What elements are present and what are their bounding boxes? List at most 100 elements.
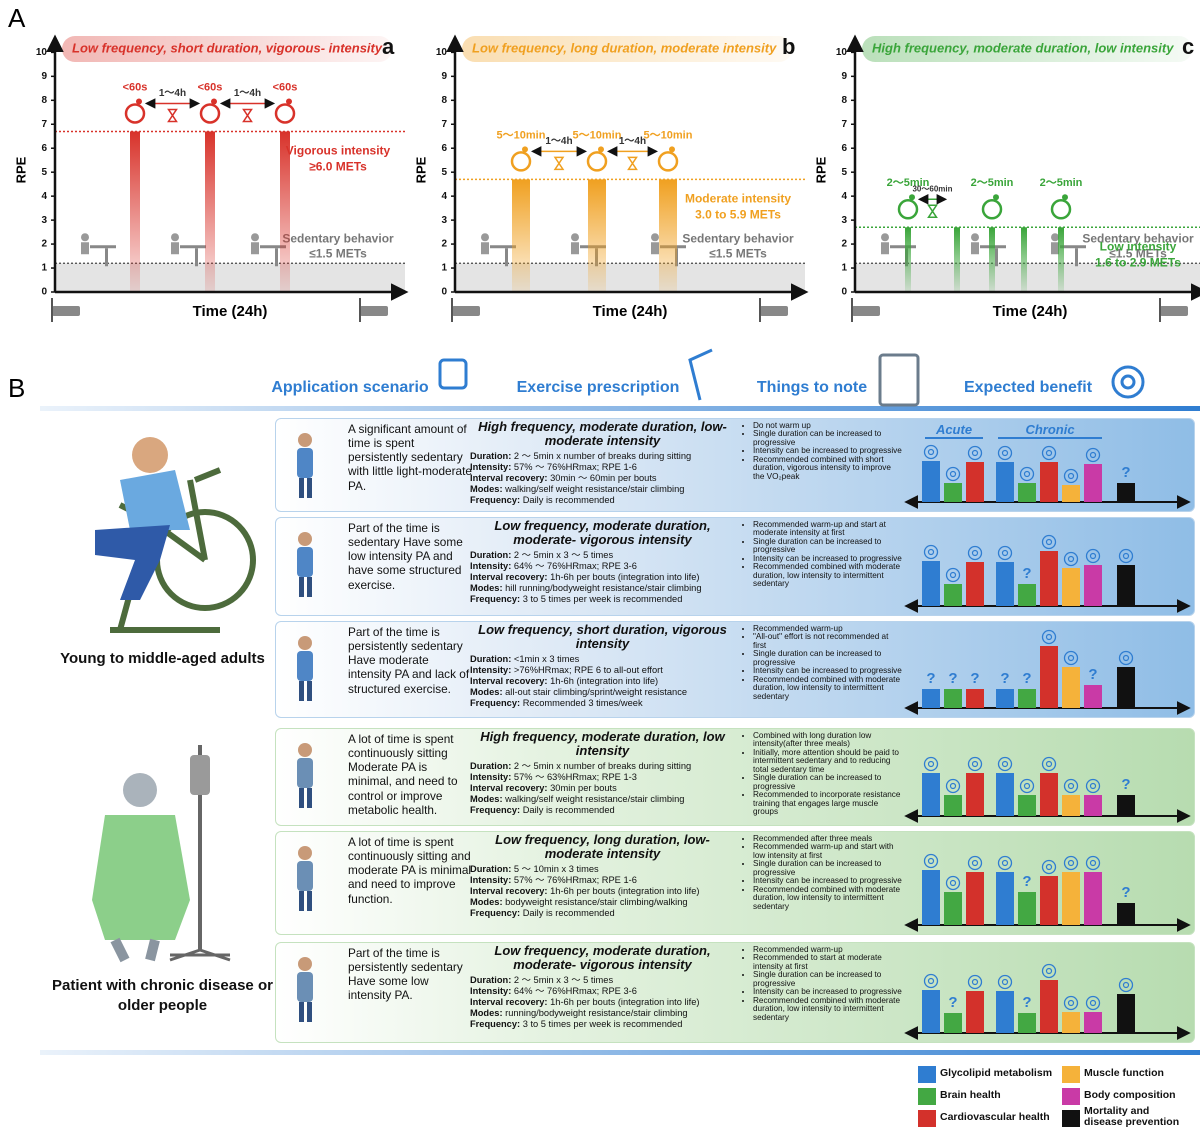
note-item: Do not warm up bbox=[753, 421, 902, 430]
detail-text: 30min per bouts bbox=[550, 782, 617, 793]
y-axis-label: RPE bbox=[813, 156, 828, 183]
detail-label: Interval recovery: bbox=[470, 675, 548, 686]
y-tick-label: 8 bbox=[841, 95, 847, 106]
benefit-unknown: ? bbox=[1022, 565, 1031, 582]
benefit-target bbox=[927, 760, 935, 768]
benefit-bar bbox=[1117, 565, 1135, 606]
bed-icon bbox=[760, 306, 788, 316]
person-icon bbox=[881, 233, 889, 242]
y-tick-label: 0 bbox=[441, 287, 447, 298]
hourglass-icon bbox=[553, 156, 565, 171]
row-person-icon bbox=[299, 478, 304, 498]
detail-label: Interval recovery: bbox=[470, 996, 548, 1007]
detail-label: Duration: bbox=[470, 761, 512, 771]
detail-label: Duration: bbox=[470, 550, 512, 560]
benefit-target bbox=[949, 879, 957, 887]
y-tick-label: 1 bbox=[441, 263, 447, 274]
activity-icon bbox=[510, 151, 532, 172]
benefit-unknown: ? bbox=[1000, 670, 1009, 687]
detail-line: Duration: <1min x 3 times bbox=[470, 654, 687, 665]
detail-label: Frequency: bbox=[470, 1018, 521, 1029]
detail-label: Frequency: bbox=[470, 593, 521, 604]
intensity-mets: ≥6.0 METs bbox=[309, 160, 367, 174]
benefit-bar bbox=[996, 562, 1014, 606]
cyclist-figure bbox=[95, 437, 190, 600]
benefit-unknown: ? bbox=[948, 670, 957, 687]
benefit-bar bbox=[1117, 903, 1135, 925]
note-item: Recommended warm-up and start with low i… bbox=[753, 843, 902, 860]
detail-text: <1min x 3 times bbox=[513, 654, 580, 664]
detail-text: 1h-6h per bouts (integration into life) bbox=[550, 571, 700, 582]
benefit-bar bbox=[922, 870, 940, 925]
benefit-target bbox=[971, 978, 979, 986]
y-tick-label: 10 bbox=[436, 47, 448, 58]
benefit-unknown: ? bbox=[1121, 464, 1130, 481]
y-tick-label: 6 bbox=[841, 143, 847, 154]
row-person-icon bbox=[298, 743, 312, 757]
title-pill bbox=[62, 36, 392, 62]
y-tick-label: 1 bbox=[841, 263, 847, 274]
activity-icon bbox=[124, 103, 146, 124]
benefit-bar bbox=[944, 584, 962, 606]
person-icon bbox=[651, 233, 659, 242]
activity-bar bbox=[954, 227, 960, 292]
activity-bar bbox=[130, 131, 140, 292]
benefit-target bbox=[1019, 466, 1035, 482]
benefit-target bbox=[1023, 782, 1031, 790]
benefit-bar bbox=[944, 689, 962, 708]
chart-letter: b bbox=[782, 34, 795, 59]
notes: Recommended warm-up"All-out" effort is n… bbox=[744, 624, 902, 701]
y-axis-label: RPE bbox=[13, 156, 28, 183]
notes: Combined with long duration low intensit… bbox=[744, 731, 902, 816]
scenario-text: Part of the time is persistently sedenta… bbox=[348, 946, 463, 1003]
benefit-target bbox=[1067, 654, 1075, 662]
y-tick-label: 10 bbox=[836, 47, 848, 58]
detail-line: Modes: hill running/bodyweight resistanc… bbox=[470, 583, 702, 594]
detail-text: 64% ～ 76%HRmax; RPE 3-6 bbox=[513, 985, 637, 996]
detail-label: Frequency: bbox=[470, 494, 521, 505]
detail-text: >76%HRmax; RPE 6 to all-out effort bbox=[513, 664, 663, 675]
activity-icon bbox=[598, 146, 604, 153]
intensity-label: Vigorous intensity bbox=[286, 144, 391, 158]
detail-text: 1h-6h per bouts (integration into life) bbox=[550, 885, 700, 896]
notes-list: Recommended after three mealsRecommended… bbox=[744, 834, 902, 911]
benefit-bar bbox=[1018, 584, 1036, 606]
row-person-icon bbox=[298, 532, 312, 546]
activity-bar bbox=[989, 227, 995, 292]
head bbox=[123, 773, 157, 807]
column-header: Things to note bbox=[756, 379, 868, 396]
benefit-bar bbox=[1018, 892, 1036, 925]
benefit-target bbox=[1122, 654, 1130, 662]
legend-label: Cardiovascular health bbox=[940, 1111, 1050, 1123]
bed-icon bbox=[452, 306, 480, 316]
detail-label: Intensity: bbox=[470, 560, 512, 571]
benefit-target bbox=[997, 855, 1013, 871]
benefit-bar bbox=[966, 991, 984, 1033]
detail-label: Interval recovery: bbox=[470, 472, 548, 483]
person-icon bbox=[571, 233, 579, 242]
row-person-icon bbox=[298, 433, 312, 447]
detail-text: walking/self weight resistance/stair cli… bbox=[505, 483, 685, 494]
note-item: Recommended combined with moderate durat… bbox=[753, 885, 902, 911]
detail-text: 57% ～ 63%HRmax; RPE 1-3 bbox=[513, 771, 637, 782]
prescription-details: Duration: <1min x 3 times Intensity: >76%… bbox=[470, 654, 687, 708]
benefit-bar bbox=[1117, 483, 1135, 502]
note-item: Recommended combined with moderate durat… bbox=[753, 562, 902, 588]
row-person-icon bbox=[307, 577, 312, 597]
detail-label: Intensity: bbox=[470, 771, 512, 782]
detail-label: Modes: bbox=[470, 1007, 503, 1018]
note-item: Intensity can be increased to progressiv… bbox=[753, 446, 902, 455]
y-tick-label: 8 bbox=[441, 95, 447, 106]
notes-list: Do not warm upSingle duration can be inc… bbox=[744, 421, 902, 481]
y-tick-label: 8 bbox=[41, 95, 47, 106]
person-icon bbox=[251, 242, 259, 255]
note-item: Single duration can be increased to prog… bbox=[753, 971, 902, 988]
detail-text: 64% ～ 76%HRmax; RPE 3-6 bbox=[513, 560, 637, 571]
benefit-target bbox=[997, 445, 1013, 461]
torso bbox=[120, 470, 190, 530]
activity-icon bbox=[136, 98, 142, 105]
benefit-target bbox=[1045, 633, 1053, 641]
benefit-target bbox=[1063, 468, 1079, 484]
gap-label: 1～4h bbox=[159, 88, 186, 99]
